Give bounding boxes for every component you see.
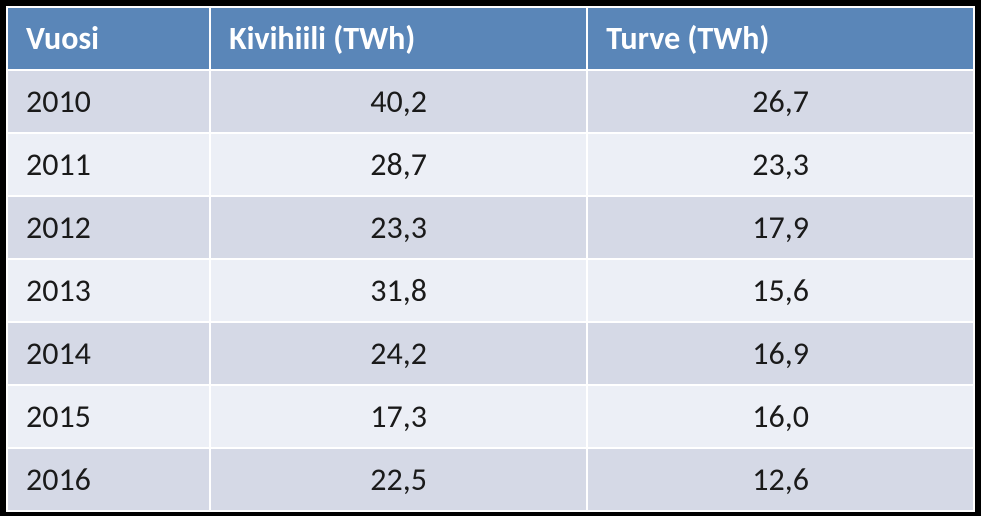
table-row: 2012 23,3 17,9 [7, 196, 974, 259]
energy-table: Vuosi Kivihiili (TWh) Turve (TWh) 2010 4… [6, 6, 975, 512]
cell-year: 2015 [7, 385, 210, 448]
cell-turve: 15,6 [587, 259, 974, 322]
cell-turve: 12,6 [587, 448, 974, 511]
cell-kivihiili: 24,2 [210, 322, 587, 385]
cell-kivihiili: 31,8 [210, 259, 587, 322]
cell-year: 2014 [7, 322, 210, 385]
table-row: 2013 31,8 15,6 [7, 259, 974, 322]
cell-turve: 16,9 [587, 322, 974, 385]
cell-year: 2013 [7, 259, 210, 322]
table-row: 2010 40,2 26,7 [7, 70, 974, 133]
table-header-row: Vuosi Kivihiili (TWh) Turve (TWh) [7, 7, 974, 70]
cell-year: 2011 [7, 133, 210, 196]
table-row: 2014 24,2 16,9 [7, 322, 974, 385]
cell-kivihiili: 22,5 [210, 448, 587, 511]
cell-year: 2016 [7, 448, 210, 511]
cell-turve: 26,7 [587, 70, 974, 133]
cell-turve: 23,3 [587, 133, 974, 196]
table-row: 2011 28,7 23,3 [7, 133, 974, 196]
col-header-vuosi: Vuosi [7, 7, 210, 70]
cell-kivihiili: 23,3 [210, 196, 587, 259]
cell-kivihiili: 28,7 [210, 133, 587, 196]
cell-year: 2010 [7, 70, 210, 133]
col-header-kivihiili: Kivihiili (TWh) [210, 7, 587, 70]
table-row: 2015 17,3 16,0 [7, 385, 974, 448]
table-row: 2016 22,5 12,6 [7, 448, 974, 511]
cell-kivihiili: 17,3 [210, 385, 587, 448]
energy-table-container: Vuosi Kivihiili (TWh) Turve (TWh) 2010 4… [0, 0, 981, 516]
cell-kivihiili: 40,2 [210, 70, 587, 133]
cell-turve: 17,9 [587, 196, 974, 259]
cell-year: 2012 [7, 196, 210, 259]
cell-turve: 16,0 [587, 385, 974, 448]
col-header-turve: Turve (TWh) [587, 7, 974, 70]
